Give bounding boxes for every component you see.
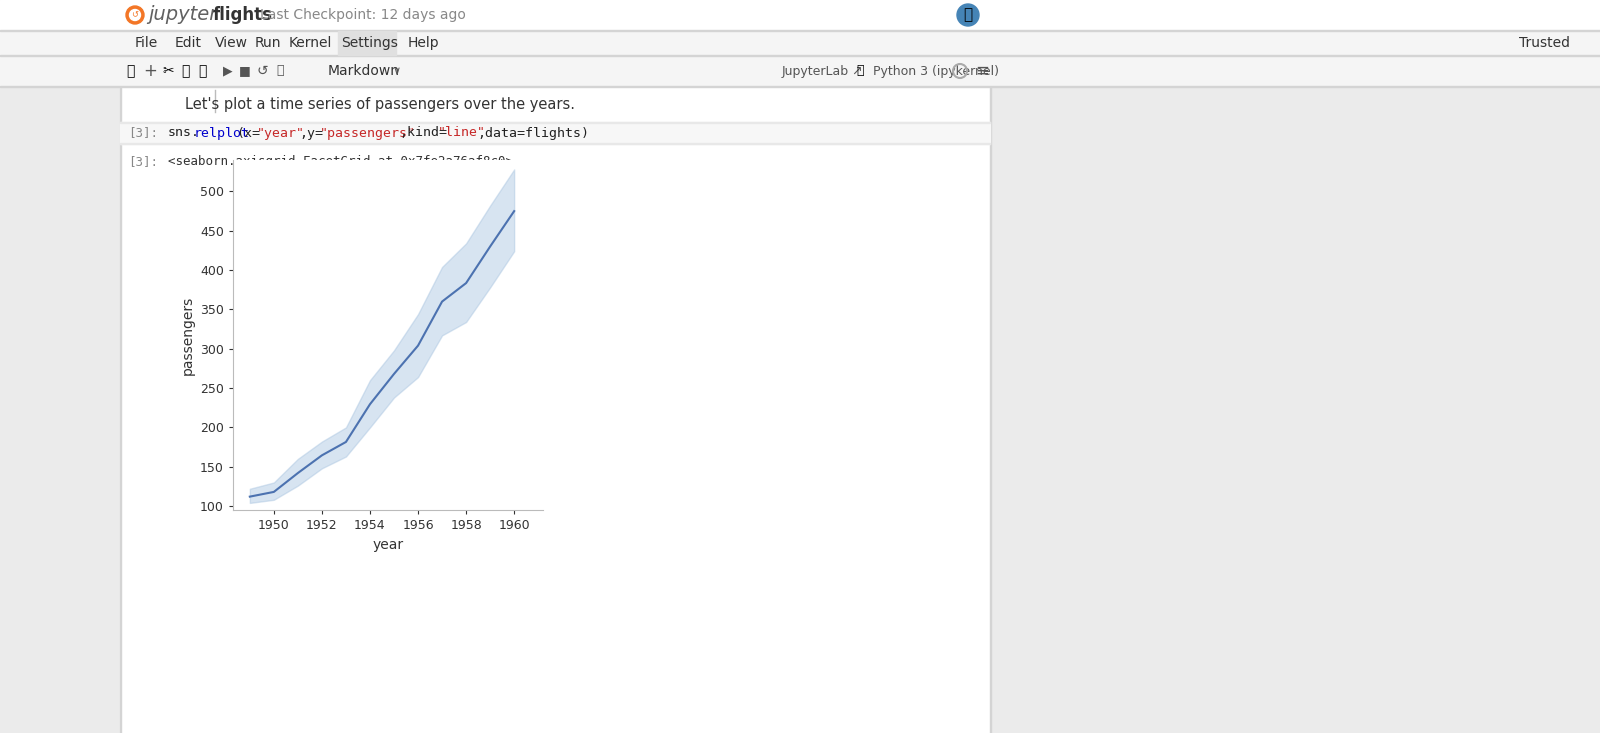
Text: ,data=flights): ,data=flights): [477, 127, 589, 139]
Text: ⎗: ⎗: [198, 64, 206, 78]
Bar: [0, 0, 1600, 30]
Circle shape: [126, 6, 144, 24]
Text: [3]:: [3]:: [128, 155, 158, 169]
Text: Settings: Settings: [341, 36, 398, 50]
Text: ,kind=: ,kind=: [398, 127, 446, 139]
Circle shape: [957, 4, 979, 26]
Text: File: File: [134, 36, 158, 50]
Text: JupyterLab ↗: JupyterLab ↗: [782, 65, 864, 78]
Text: jupyter: jupyter: [147, 6, 218, 24]
Bar: [0, 30, 1600, 31]
Bar: [0, 55, 1600, 56]
Text: ✂: ✂: [162, 64, 174, 78]
Bar: [338, 31, 395, 55]
Text: <seaborn.axisgrid.FacetGrid at 0x7fe2a76af8c0>: <seaborn.axisgrid.FacetGrid at 0x7fe2a76…: [168, 155, 514, 169]
Text: ,y=: ,y=: [299, 127, 323, 139]
Text: "line": "line": [438, 127, 486, 139]
Text: View: View: [214, 36, 248, 50]
Text: Markdown: Markdown: [328, 64, 400, 78]
Circle shape: [130, 10, 141, 21]
Bar: [0, 86, 1600, 87]
Text: ↺: ↺: [131, 10, 139, 20]
Bar: [120, 122, 990, 123]
Text: ⏭: ⏭: [277, 65, 283, 78]
Text: (x=: (x=: [237, 127, 259, 139]
Bar: [120, 87, 990, 733]
Text: [3]:: [3]:: [128, 127, 158, 139]
Text: 🐍: 🐍: [963, 7, 973, 23]
Bar: [0, 87, 120, 733]
Text: Kernel: Kernel: [288, 36, 331, 50]
Text: ↺: ↺: [256, 64, 267, 78]
Text: 🔒: 🔒: [856, 65, 864, 78]
Text: 💾: 💾: [126, 64, 134, 78]
Text: ▶: ▶: [222, 65, 234, 78]
Text: Let's plot a time series of passengers over the years.: Let's plot a time series of passengers o…: [186, 97, 574, 111]
Bar: [120, 143, 990, 144]
Text: flights: flights: [213, 6, 274, 24]
Text: +: +: [142, 62, 157, 80]
Text: Edit: Edit: [174, 36, 202, 50]
Text: Run: Run: [254, 36, 282, 50]
Y-axis label: passengers: passengers: [181, 295, 195, 375]
Text: Trusted: Trusted: [1518, 36, 1570, 50]
Text: ≡: ≡: [974, 62, 989, 80]
Text: relplot: relplot: [194, 127, 250, 139]
Text: "year": "year": [258, 127, 306, 139]
Text: ∨: ∨: [394, 66, 402, 76]
Text: Python 3 (ipykernel): Python 3 (ipykernel): [874, 65, 998, 78]
Bar: [990, 87, 1600, 733]
Bar: [0, 56, 1600, 86]
Bar: [120, 122, 990, 144]
Text: sns.: sns.: [168, 127, 200, 139]
Text: ■: ■: [238, 65, 251, 78]
Bar: [0, 31, 1600, 55]
Text: Help: Help: [408, 36, 438, 50]
X-axis label: year: year: [373, 537, 403, 552]
Text: ⎘: ⎘: [181, 64, 189, 78]
Text: Last Checkpoint: 12 days ago: Last Checkpoint: 12 days ago: [259, 8, 466, 22]
Text: "passengers": "passengers": [320, 127, 416, 139]
